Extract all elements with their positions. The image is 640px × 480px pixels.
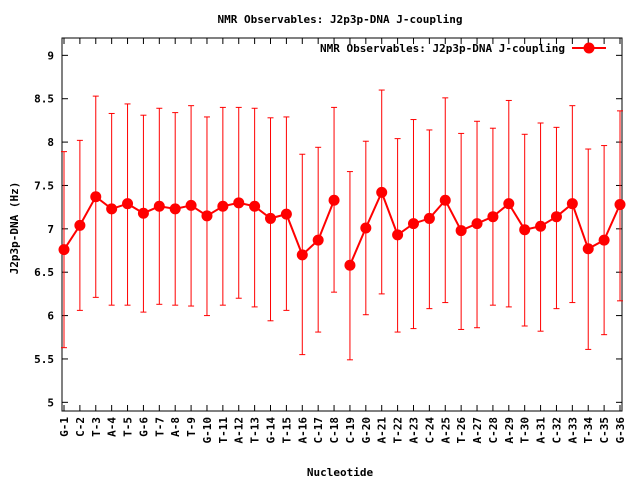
x-tick-label: C-32 [550, 417, 563, 444]
data-point [487, 211, 499, 223]
y-tick-label: 7 [47, 223, 54, 236]
x-tick-label: T-13 [249, 417, 262, 444]
data-point [328, 194, 340, 206]
data-point [153, 200, 165, 212]
x-tick-label: T-30 [519, 417, 532, 444]
x-tick-label: G-20 [360, 417, 373, 444]
data-point [312, 234, 324, 246]
x-tick-label: G-36 [614, 417, 627, 444]
data-point [201, 210, 213, 222]
data-point [376, 186, 388, 198]
x-tick-label: T-5 [122, 417, 135, 437]
x-tick-label: T-7 [153, 417, 166, 437]
series-line [348, 189, 621, 266]
y-tick-label: 5.5 [34, 353, 54, 366]
data-point [535, 220, 547, 232]
x-tick-label: A-4 [106, 417, 119, 437]
x-tick-label: C-2 [74, 417, 87, 437]
x-tick-label: A-23 [407, 417, 420, 444]
x-tick-label: A-31 [535, 417, 548, 444]
data-point [582, 243, 594, 255]
legend: NMR Observables: J2p3p-DNA J-coupling [320, 42, 606, 55]
data-point [392, 229, 404, 241]
data-point [407, 218, 419, 230]
data-point [360, 222, 372, 234]
y-tick-label: 6.5 [34, 266, 54, 279]
series-line [63, 195, 336, 257]
data-point [233, 197, 245, 209]
data-point [169, 203, 181, 215]
x-tick-label: C-18 [328, 417, 341, 444]
x-tick-label: C-28 [487, 417, 500, 444]
chart-title: NMR Observables: J2p3p-DNA J-coupling [217, 13, 462, 26]
x-tick-label: T-9 [185, 417, 198, 437]
plot-border [61, 37, 623, 412]
x-tick-label: A-25 [439, 417, 452, 444]
x-tick-label: G-10 [201, 417, 214, 444]
y-tick-label: 9 [47, 49, 54, 62]
data-point [471, 218, 483, 230]
y-axis-title: J2p3p-DNA (Hz) [8, 182, 21, 275]
data-point [122, 198, 134, 210]
y-tick-label: 5 [47, 396, 54, 409]
y-tick-label: 8 [47, 136, 54, 149]
data-point [344, 259, 356, 271]
data-point [58, 244, 70, 256]
series-layer [58, 89, 626, 361]
data-point [185, 199, 197, 211]
data-point [455, 225, 467, 237]
x-tick-label: C-24 [423, 417, 436, 444]
x-tick-label: T-15 [280, 417, 293, 444]
x-tick-label: C-17 [312, 417, 325, 444]
x-tick-label: T-22 [392, 417, 405, 444]
y-tick-label: 7.5 [34, 179, 54, 192]
data-point [217, 200, 229, 212]
x-tick-label: G-6 [137, 417, 150, 437]
x-tick-label: C-35 [598, 417, 611, 444]
data-point [265, 212, 277, 224]
data-point [249, 200, 261, 212]
data-point [519, 224, 531, 236]
x-tick-label: C-19 [344, 417, 357, 444]
data-point [439, 194, 451, 206]
data-point [280, 208, 292, 220]
data-point [296, 249, 308, 261]
x-tick-label: T-11 [217, 417, 230, 444]
x-tick-label: A-27 [471, 417, 484, 444]
data-point [614, 199, 626, 211]
x-tick-label: G-1 [58, 417, 71, 437]
legend-swatch-marker [583, 42, 595, 54]
x-tick-label: A-21 [376, 417, 389, 444]
x-tick-label: A-33 [566, 417, 579, 444]
data-point [106, 203, 118, 215]
data-point [137, 207, 149, 219]
y-axis: 5 5.5 6 6.5 7 7.5 8 8.5 9 [34, 49, 622, 409]
data-point [550, 211, 562, 223]
x-tick-label: A-16 [296, 417, 309, 444]
y-tick-label: 8.5 [34, 93, 54, 106]
data-point [503, 198, 515, 210]
x-tick-label: T-34 [582, 417, 595, 444]
y-tick-label: 6 [47, 310, 54, 323]
x-tick-label: A-29 [503, 417, 516, 444]
x-tick-label: A-12 [233, 417, 246, 444]
data-point [566, 198, 578, 210]
x-tick-label: T-3 [90, 417, 103, 437]
x-tick-label: T-26 [455, 417, 468, 444]
plot-area [61, 37, 623, 412]
x-tick-label: A-8 [169, 417, 182, 437]
x-tick-label: G-14 [265, 417, 278, 444]
x-axis: G-1 C-2 T-3 A-4 T-5 G-6 T-7 A-8 T-9 G-10 T-11 A-12 T… [58, 38, 627, 444]
x-axis-title: Nucleotide [307, 466, 374, 479]
legend-label: NMR Observables: J2p3p-DNA J-coupling [320, 42, 565, 55]
data-point [74, 219, 86, 231]
data-point [423, 212, 435, 224]
data-point [90, 191, 102, 203]
data-point [598, 234, 610, 246]
